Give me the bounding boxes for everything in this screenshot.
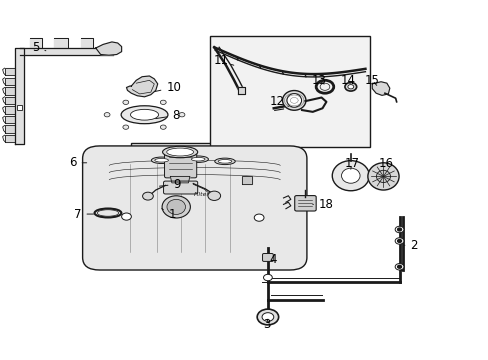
FancyBboxPatch shape (82, 146, 306, 270)
Bar (210, 36, 369, 147)
Polygon shape (4, 126, 15, 133)
Text: 5: 5 (32, 41, 46, 54)
Text: 18: 18 (312, 198, 333, 211)
Ellipse shape (130, 109, 158, 120)
Circle shape (254, 214, 264, 221)
Circle shape (160, 125, 166, 129)
Polygon shape (237, 87, 245, 94)
Text: 13: 13 (310, 74, 325, 87)
Polygon shape (371, 82, 389, 95)
Polygon shape (4, 97, 15, 104)
Circle shape (160, 100, 166, 104)
Circle shape (397, 228, 401, 231)
Circle shape (263, 274, 272, 281)
Circle shape (347, 85, 353, 89)
Text: 6: 6 (69, 156, 86, 169)
Circle shape (179, 113, 184, 117)
Text: 4: 4 (268, 253, 276, 266)
Text: 3: 3 (262, 318, 269, 331)
Circle shape (122, 100, 128, 104)
Ellipse shape (166, 199, 185, 215)
Bar (131, 143, 226, 227)
Polygon shape (4, 78, 15, 85)
Text: 1: 1 (161, 208, 176, 221)
Ellipse shape (166, 148, 193, 156)
Polygon shape (4, 107, 15, 114)
Polygon shape (170, 176, 189, 183)
Ellipse shape (214, 158, 235, 165)
Circle shape (394, 238, 403, 244)
Circle shape (122, 213, 131, 220)
Ellipse shape (282, 90, 305, 110)
Circle shape (257, 309, 278, 325)
Circle shape (142, 192, 153, 200)
Ellipse shape (121, 106, 167, 124)
Ellipse shape (191, 157, 204, 161)
Polygon shape (4, 87, 15, 95)
Ellipse shape (341, 168, 359, 183)
Text: 14: 14 (340, 74, 355, 87)
FancyBboxPatch shape (294, 195, 316, 211)
Ellipse shape (367, 163, 398, 190)
Ellipse shape (376, 170, 390, 183)
Circle shape (262, 313, 273, 321)
Ellipse shape (155, 158, 168, 162)
Ellipse shape (331, 161, 368, 191)
Text: Filter: Filter (193, 192, 209, 197)
Circle shape (122, 125, 128, 129)
Ellipse shape (151, 157, 171, 163)
Polygon shape (242, 176, 251, 184)
Polygon shape (15, 48, 24, 144)
Circle shape (397, 265, 401, 268)
Circle shape (104, 113, 110, 117)
Text: 8: 8 (155, 109, 180, 122)
Polygon shape (4, 68, 15, 75)
Ellipse shape (162, 196, 190, 218)
Polygon shape (54, 39, 68, 48)
Circle shape (397, 239, 401, 242)
Text: 17: 17 (344, 157, 359, 170)
FancyBboxPatch shape (163, 181, 197, 194)
FancyBboxPatch shape (262, 253, 273, 261)
Circle shape (394, 264, 403, 270)
Polygon shape (30, 39, 42, 48)
Polygon shape (96, 42, 122, 55)
Circle shape (344, 82, 356, 91)
Polygon shape (4, 116, 15, 123)
Circle shape (207, 191, 220, 201)
Text: 2: 2 (404, 239, 417, 252)
Ellipse shape (162, 146, 197, 158)
Bar (17, 105, 22, 110)
Text: 10: 10 (154, 81, 181, 94)
Text: 12: 12 (269, 95, 288, 108)
Circle shape (394, 226, 403, 233)
Ellipse shape (187, 156, 208, 162)
Text: 11: 11 (213, 54, 233, 67)
Polygon shape (126, 76, 158, 97)
FancyBboxPatch shape (164, 150, 196, 178)
Polygon shape (4, 135, 15, 142)
Text: 16: 16 (378, 157, 393, 170)
Text: 7: 7 (74, 208, 93, 221)
Ellipse shape (218, 159, 231, 163)
Text: 15: 15 (364, 74, 379, 87)
Polygon shape (81, 39, 93, 48)
Text: 9: 9 (159, 178, 181, 191)
Ellipse shape (286, 94, 301, 107)
